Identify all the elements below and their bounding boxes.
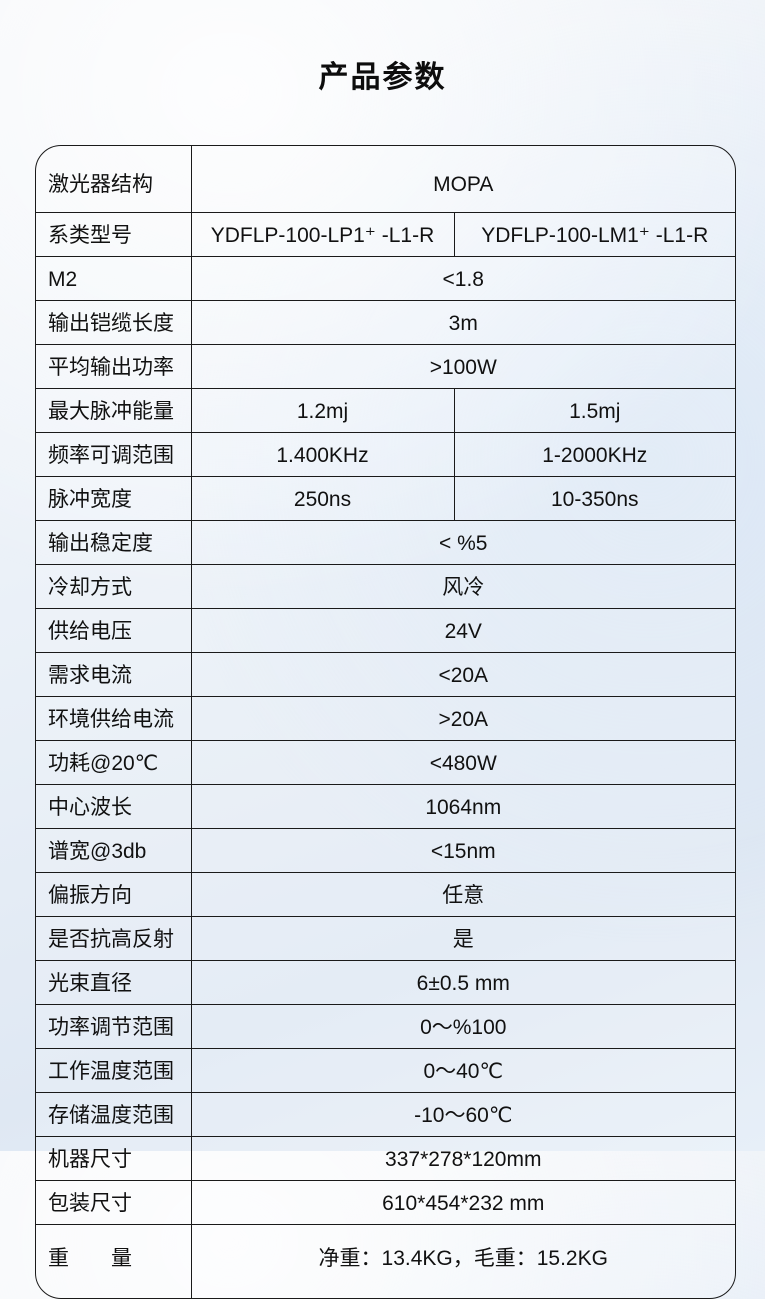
spec-value-cell: -10～60℃	[190, 1092, 735, 1137]
spec-label-cell: 偏振方向	[36, 872, 191, 917]
spec-label-cell: 激光器结构	[48, 172, 153, 196]
spec-label-cell: 功率调节范围	[36, 1004, 191, 1049]
table-row: 偏振方向 任意	[36, 872, 735, 917]
table-row: 环境供给电流 >20A	[36, 696, 735, 741]
spec-value-cell: 风冷	[190, 564, 735, 609]
spec-value-cell: 净重：13.4KG，毛重：15.2KG	[190, 1224, 735, 1298]
spec-value-cell: 1.2mj	[190, 388, 454, 433]
spec-label-cell: 工作温度范围	[36, 1048, 191, 1093]
spec-label-cell: 中心波长	[36, 784, 191, 829]
spec-label-cell: 供给电压	[36, 608, 191, 653]
table-row: 工作温度范围 0～40℃	[36, 1048, 735, 1093]
spec-label-cell: 系类型号	[36, 212, 191, 257]
spec-value-cell: 250ns	[190, 476, 454, 521]
spec-value-cell: <15nm	[190, 828, 735, 873]
spec-label-cell: 机器尺寸	[36, 1136, 191, 1181]
table-row: 供给电压 24V	[36, 608, 735, 653]
table-row: 需求电流 <20A	[36, 652, 735, 697]
spec-value-cell: 任意	[190, 872, 735, 917]
table-row: 激光器结构 MOPA	[36, 146, 735, 213]
table-row: 输出铠缆长度 3m	[36, 300, 735, 345]
spec-value-cell: 1.400KHz	[190, 432, 454, 477]
spec-label-cell: 输出稳定度	[36, 520, 191, 565]
spec-value-cell: 6±0.5 mm	[190, 960, 735, 1005]
spec-label-cell: 是否抗高反射	[36, 916, 191, 961]
spec-value-cell: 0～%100	[190, 1004, 735, 1049]
spec-value-cell: 610*454*232 mm	[190, 1180, 735, 1225]
spec-label-cell: 包装尺寸	[36, 1180, 191, 1225]
table-row: 冷却方式 风冷	[36, 564, 735, 609]
spec-label-cell: 光束直径	[36, 960, 191, 1005]
spec-value-cell: 是	[190, 916, 735, 961]
table-row: 包装尺寸 610*454*232 mm	[36, 1180, 735, 1225]
spec-value-cell: <480W	[190, 740, 735, 785]
table-row: 输出稳定度 < %5	[36, 520, 735, 565]
spec-label-cell: 频率可调范围	[36, 432, 191, 477]
spec-value-cell: 3m	[190, 300, 735, 345]
table-row: 机器尺寸 337*278*120mm	[36, 1136, 735, 1181]
spec-value-cell: 1064nm	[190, 784, 735, 829]
spec-value-cell: 0～40℃	[190, 1048, 735, 1093]
table-row: 谱宽@3db <15nm	[36, 828, 735, 873]
table-row: 最大脉冲能量 1.2mj 1.5mj	[36, 388, 735, 433]
spec-label-cell: 脉冲宽度	[36, 476, 191, 521]
spec-value-cell: 1.5mj	[453, 388, 735, 433]
spec-value-cell: <20A	[190, 652, 735, 697]
spec-label-cell: 冷却方式	[36, 564, 191, 609]
table-row: 功率调节范围 0～%100	[36, 1004, 735, 1049]
table-row: 功耗@20℃ <480W	[36, 740, 735, 785]
spec-value-cell: < %5	[190, 520, 735, 565]
table-row: M2 <1.8	[36, 256, 735, 301]
spec-label-cell: 输出铠缆长度	[36, 300, 191, 345]
table-row: 中心波长 1064nm	[36, 784, 735, 829]
spec-value-cell: 24V	[190, 608, 735, 653]
spec-label-cell: 最大脉冲能量	[36, 388, 191, 433]
spec-value-cell: YDFLP-100-LP1⁺ -L1-R	[190, 212, 454, 257]
spec-label-cell: 重 量	[36, 1224, 191, 1298]
spec-value-cell: 10-350ns	[453, 476, 735, 521]
spec-table-grid: 激光器结构 MOPA 系类型号 YDFLP-100-LP1⁺ -L1-R YDFLP-1…	[36, 146, 735, 1298]
spec-label-cell: 谱宽@3db	[36, 828, 191, 873]
page-title: 产品参数	[318, 61, 447, 94]
table-row: 重 量净重：13.4KG，毛重：15.2KG	[36, 1224, 735, 1298]
table-row: 频率可调范围 1.400KHz 1-2000KHz	[36, 432, 735, 477]
spec-value-cell: YDFLP-100-LM1⁺ -L1-R	[453, 212, 735, 257]
spec-table: 激光器结构 MOPA 系类型号 YDFLP-100-LP1⁺ -L1-R YDFLP-1…	[35, 145, 736, 1299]
spec-label-cell: 功耗@20℃	[36, 740, 191, 785]
spec-label-cell: 环境供给电流	[36, 696, 191, 741]
spec-value-cell: >100W	[190, 344, 735, 389]
table-row: 平均输出功率 >100W	[36, 344, 735, 389]
spec-value-cell: >20A	[190, 696, 735, 741]
table-row: 脉冲宽度 250ns 10-350ns	[36, 476, 735, 521]
spec-label-cell: M2	[36, 256, 191, 301]
spec-value-cell: MOPA	[190, 146, 735, 213]
table-row: 系类型号 YDFLP-100-LP1⁺ -L1-R YDFLP-100-LM1⁺ -…	[36, 212, 735, 257]
spec-label-cell: 存储温度范围	[36, 1092, 191, 1137]
spec-value-cell: 1-2000KHz	[453, 432, 735, 477]
table-row: 是否抗高反射是	[36, 916, 735, 961]
spec-label-cell: 平均输出功率	[36, 344, 191, 389]
table-row: 光束直径 6±0.5 mm	[36, 960, 735, 1005]
table-row: 存储温度范围 -10～60℃	[36, 1092, 735, 1137]
spec-label-cell: 需求电流	[36, 652, 191, 697]
spec-value-cell: <1.8	[190, 256, 735, 301]
spec-value-cell: 337*278*120mm	[190, 1136, 735, 1181]
